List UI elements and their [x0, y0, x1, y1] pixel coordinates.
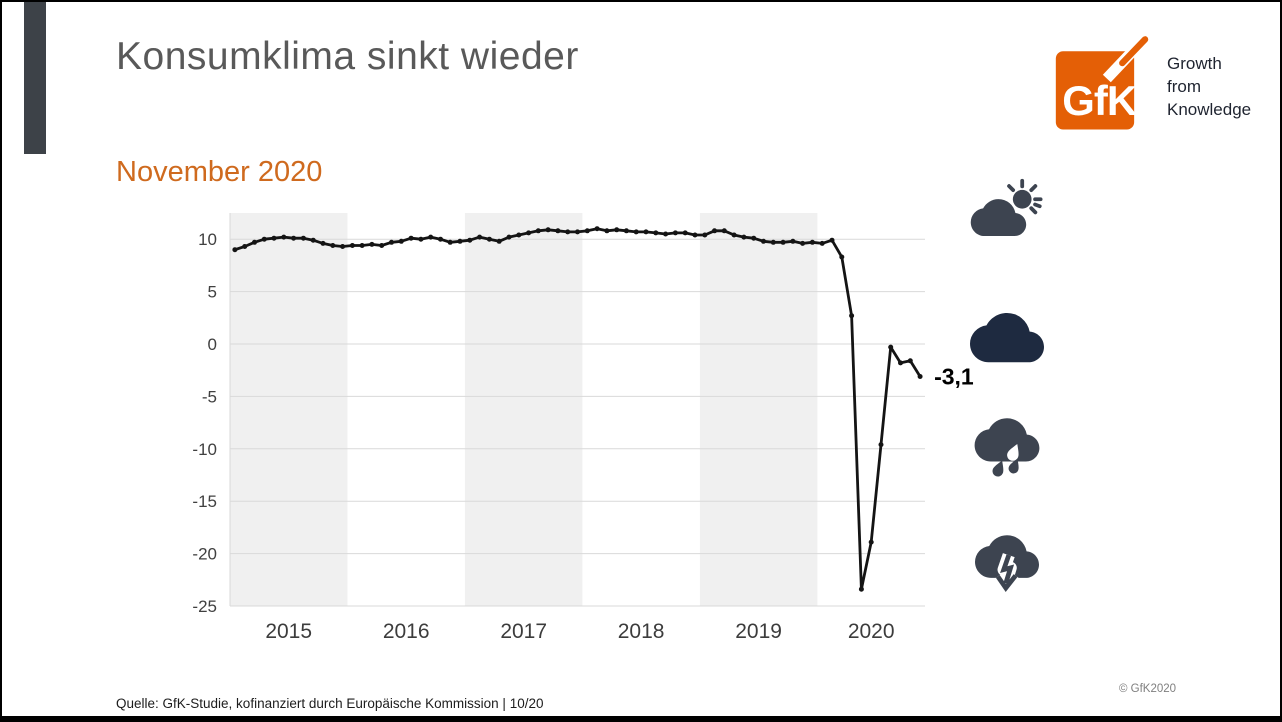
svg-text:2016: 2016	[383, 620, 430, 643]
source-note: Quelle: GfK-Studie, kofinanziert durch E…	[116, 696, 544, 711]
svg-text:-5: -5	[202, 387, 217, 406]
consumer-climate-chart: 10 5 0 -5 -10 -15 -20 -25 2015 2016 2017 2018 2019 20…	[192, 213, 974, 643]
svg-text:-10: -10	[192, 440, 217, 459]
svg-text:-3,1: -3,1	[934, 364, 974, 390]
svg-text:GfK: GfK	[1062, 77, 1137, 124]
rain-cloud-icon	[974, 418, 1040, 477]
dark-cloud-icon	[970, 312, 1044, 363]
page-title: Konsumklima sinkt wieder	[116, 35, 579, 78]
svg-text:-15: -15	[192, 492, 217, 511]
gfk-logo-group: GfK Growth from Knowledge	[1054, 36, 1251, 132]
sun-behind-cloud-icon	[969, 178, 1043, 239]
report-month-subtitle: November 2020	[116, 156, 323, 188]
cloud-arrow-down-icon	[975, 535, 1039, 595]
svg-text:2020: 2020	[848, 620, 895, 643]
svg-text:0: 0	[208, 335, 217, 354]
logo-tagline: Growth from Knowledge	[1167, 52, 1251, 121]
svg-text:-20: -20	[192, 545, 217, 564]
svg-text:2019: 2019	[735, 620, 782, 643]
copyright-note: © GfK2020	[1119, 683, 1177, 695]
svg-text:2015: 2015	[265, 620, 312, 643]
accent-bar	[24, 2, 46, 154]
logo-tagline-line: Knowledge	[1167, 100, 1252, 119]
logo-tagline-line: Growth	[1167, 54, 1222, 73]
svg-text:2018: 2018	[618, 620, 665, 643]
logo-tagline-line: from	[1167, 77, 1201, 96]
svg-text:2017: 2017	[500, 620, 547, 643]
svg-text:10: 10	[198, 230, 217, 249]
svg-text:-25: -25	[192, 597, 217, 616]
gfk-logo-icon: GfK	[1055, 36, 1149, 130]
svg-text:5: 5	[208, 283, 217, 302]
